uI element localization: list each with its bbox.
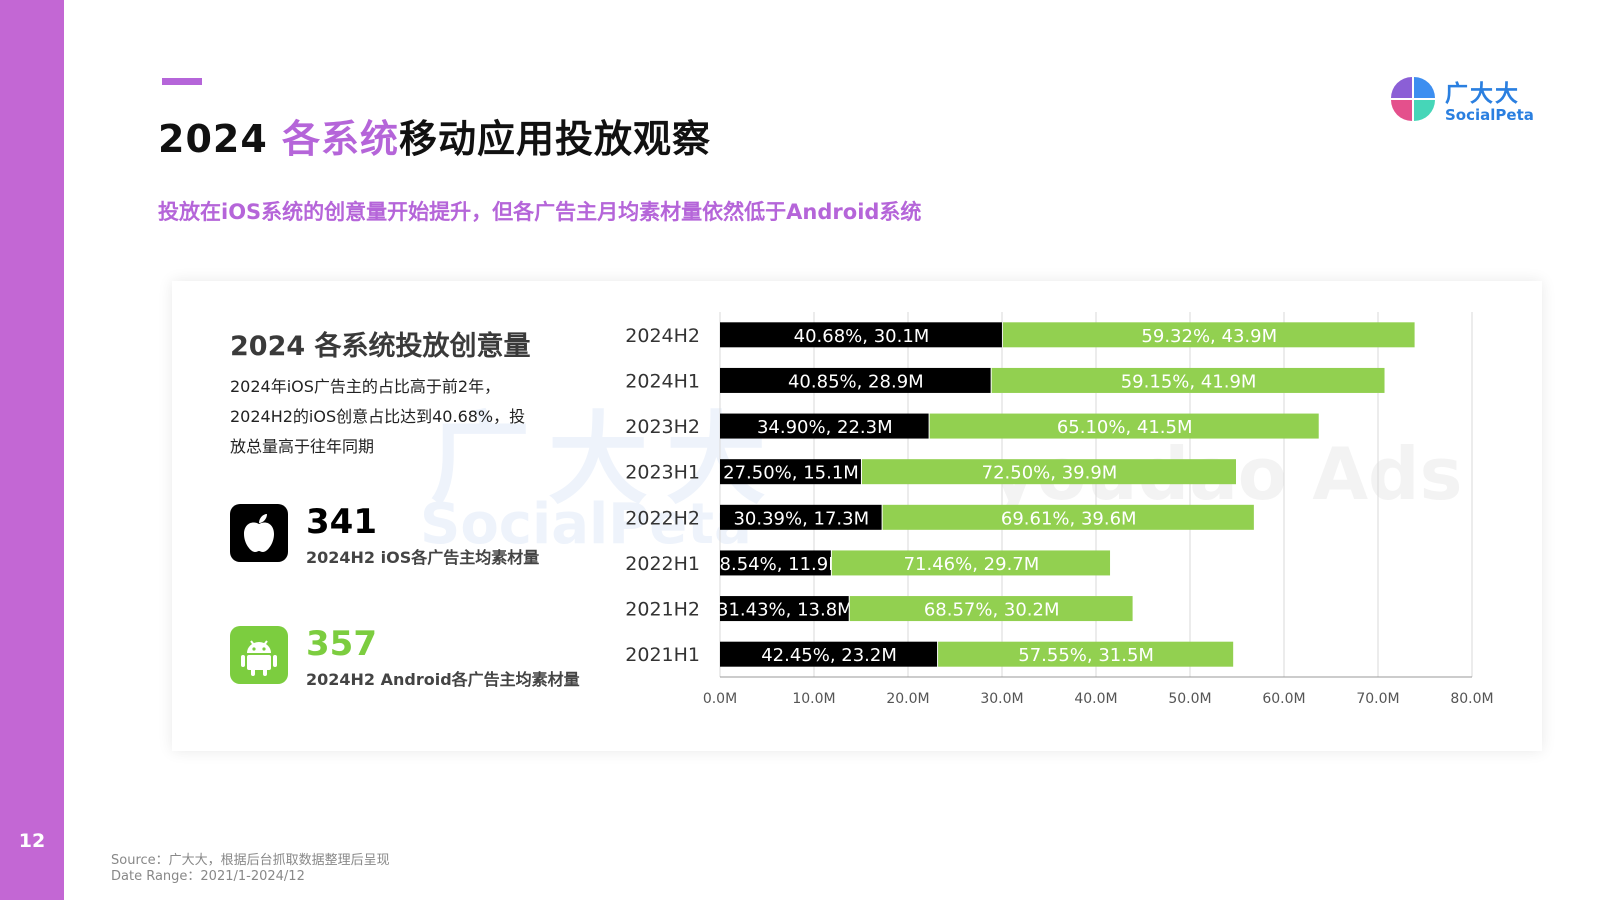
data-label: 34.90%, 22.3M bbox=[757, 417, 893, 438]
data-label: 59.32%, 43.9M bbox=[1141, 326, 1277, 347]
x-tick-label: 50.0M bbox=[1168, 691, 1211, 707]
category-label: 2024H1 bbox=[625, 370, 700, 392]
android-bar bbox=[861, 459, 1236, 485]
date-range-line: Date Range：2021/1-2024/12 bbox=[111, 869, 305, 884]
android-bar bbox=[1002, 322, 1415, 348]
android-bar bbox=[831, 550, 1111, 576]
x-tick-label: 10.0M bbox=[792, 691, 835, 707]
ios-bar bbox=[720, 459, 861, 485]
data-label: 27.50%, 15.1M bbox=[723, 463, 859, 484]
source-line: Source：广大大，根据后台抓取数据整理后呈现 bbox=[111, 853, 390, 868]
data-label: 59.15%, 41.9M bbox=[1121, 371, 1257, 392]
android-stat-label: 2024H2 Android各广告主均素材量 bbox=[306, 670, 580, 689]
android-bar bbox=[849, 596, 1133, 622]
android-icon bbox=[230, 626, 288, 684]
category-label: 2023H2 bbox=[625, 416, 700, 438]
page-title: 2024 各系统移动应用投放观察 bbox=[158, 108, 711, 163]
card-title: 2024 各系统投放创意量 bbox=[230, 331, 531, 362]
data-label: 68.57%, 30.2M bbox=[924, 600, 1060, 621]
brand-name-en: SocialPeta bbox=[1445, 106, 1534, 124]
data-label: 40.85%, 28.9M bbox=[788, 371, 924, 392]
ios-bar bbox=[720, 322, 1002, 348]
ios-bar bbox=[720, 367, 991, 393]
card-desc-line: 2024年iOS广告主的占比高于前2年， bbox=[230, 377, 501, 396]
side-band bbox=[0, 0, 64, 900]
data-label: 40.68%, 30.1M bbox=[794, 326, 930, 347]
brand-mark-icon bbox=[1391, 77, 1435, 121]
data-label: 57.55%, 31.5M bbox=[1018, 645, 1154, 666]
category-label: 2021H2 bbox=[625, 599, 700, 621]
ios-bar bbox=[720, 550, 831, 576]
android-bar bbox=[991, 367, 1385, 393]
x-tick-label: 60.0M bbox=[1262, 691, 1305, 707]
x-tick-label: 80.0M bbox=[1450, 691, 1493, 707]
android-bar bbox=[938, 641, 1234, 667]
category-label: 2022H2 bbox=[625, 507, 700, 529]
x-tick-label: 30.0M bbox=[980, 691, 1023, 707]
card-description: 2024年iOS广告主的占比高于前2年， 2024H2的iOS创意占比达到40.… bbox=[230, 372, 550, 462]
data-label: 30.39%, 17.3M bbox=[733, 508, 869, 529]
source-note: Source：广大大，根据后台抓取数据整理后呈现 Date Range：2021… bbox=[111, 853, 390, 885]
android-stat-value: 357 bbox=[306, 624, 377, 664]
stacked-bar-chart: 0.0M 10.0M 20.0M 30.0M 40.0M 50.0M 60.0M 70.0M 8… bbox=[625, 312, 1494, 707]
page-number: 12 bbox=[18, 830, 46, 852]
category-label: 2021H1 bbox=[625, 644, 700, 666]
ios-stat-label: 2024H2 iOS各广告主均素材量 bbox=[306, 548, 540, 567]
page-subtitle: 投放在iOS系统的创意量开始提升，但各广告主月均素材量依然低于Android系统 bbox=[158, 200, 922, 224]
x-tick-label: 40.0M bbox=[1074, 691, 1117, 707]
ios-stat-value: 341 bbox=[306, 502, 377, 542]
brand-name-cn: 广大大 bbox=[1445, 81, 1520, 107]
android-bar bbox=[929, 413, 1319, 439]
brand-logo: 广大大 SocialPeta bbox=[1390, 76, 1540, 126]
data-label: 71.46%, 29.7M bbox=[904, 554, 1040, 575]
title-part1: 2024 bbox=[158, 117, 282, 161]
title-accent-dash bbox=[162, 78, 202, 85]
x-tick-label: 0.0M bbox=[703, 691, 737, 707]
category-label: 2022H1 bbox=[625, 553, 700, 575]
x-tick-label: 70.0M bbox=[1356, 691, 1399, 707]
category-label: 2024H2 bbox=[625, 325, 700, 347]
data-label: 31.43%, 13.8M bbox=[717, 600, 853, 621]
title-part2: 移动应用投放观察 bbox=[399, 117, 712, 161]
ios-bar bbox=[720, 596, 849, 622]
ios-bar bbox=[720, 504, 882, 530]
x-tick-label: 20.0M bbox=[886, 691, 929, 707]
data-label: 65.10%, 41.5M bbox=[1057, 417, 1193, 438]
data-label: 72.50%, 39.9M bbox=[982, 463, 1118, 484]
android-bar bbox=[882, 504, 1254, 530]
data-label: 42.45%, 23.2M bbox=[761, 645, 897, 666]
category-label: 2023H1 bbox=[625, 462, 700, 484]
data-label: 69.61%, 39.6M bbox=[1001, 508, 1137, 529]
title-highlight: 各系统 bbox=[282, 117, 400, 161]
data-label: 28.54%, 11.9M bbox=[708, 554, 844, 575]
card-desc-line: 放总量高于往年同期 bbox=[230, 437, 375, 456]
apple-icon bbox=[230, 504, 288, 562]
card-desc-line: 2024H2的iOS创意占比达到40.68%，投 bbox=[230, 407, 526, 426]
ios-bar bbox=[720, 413, 929, 439]
ios-bar bbox=[720, 641, 938, 667]
